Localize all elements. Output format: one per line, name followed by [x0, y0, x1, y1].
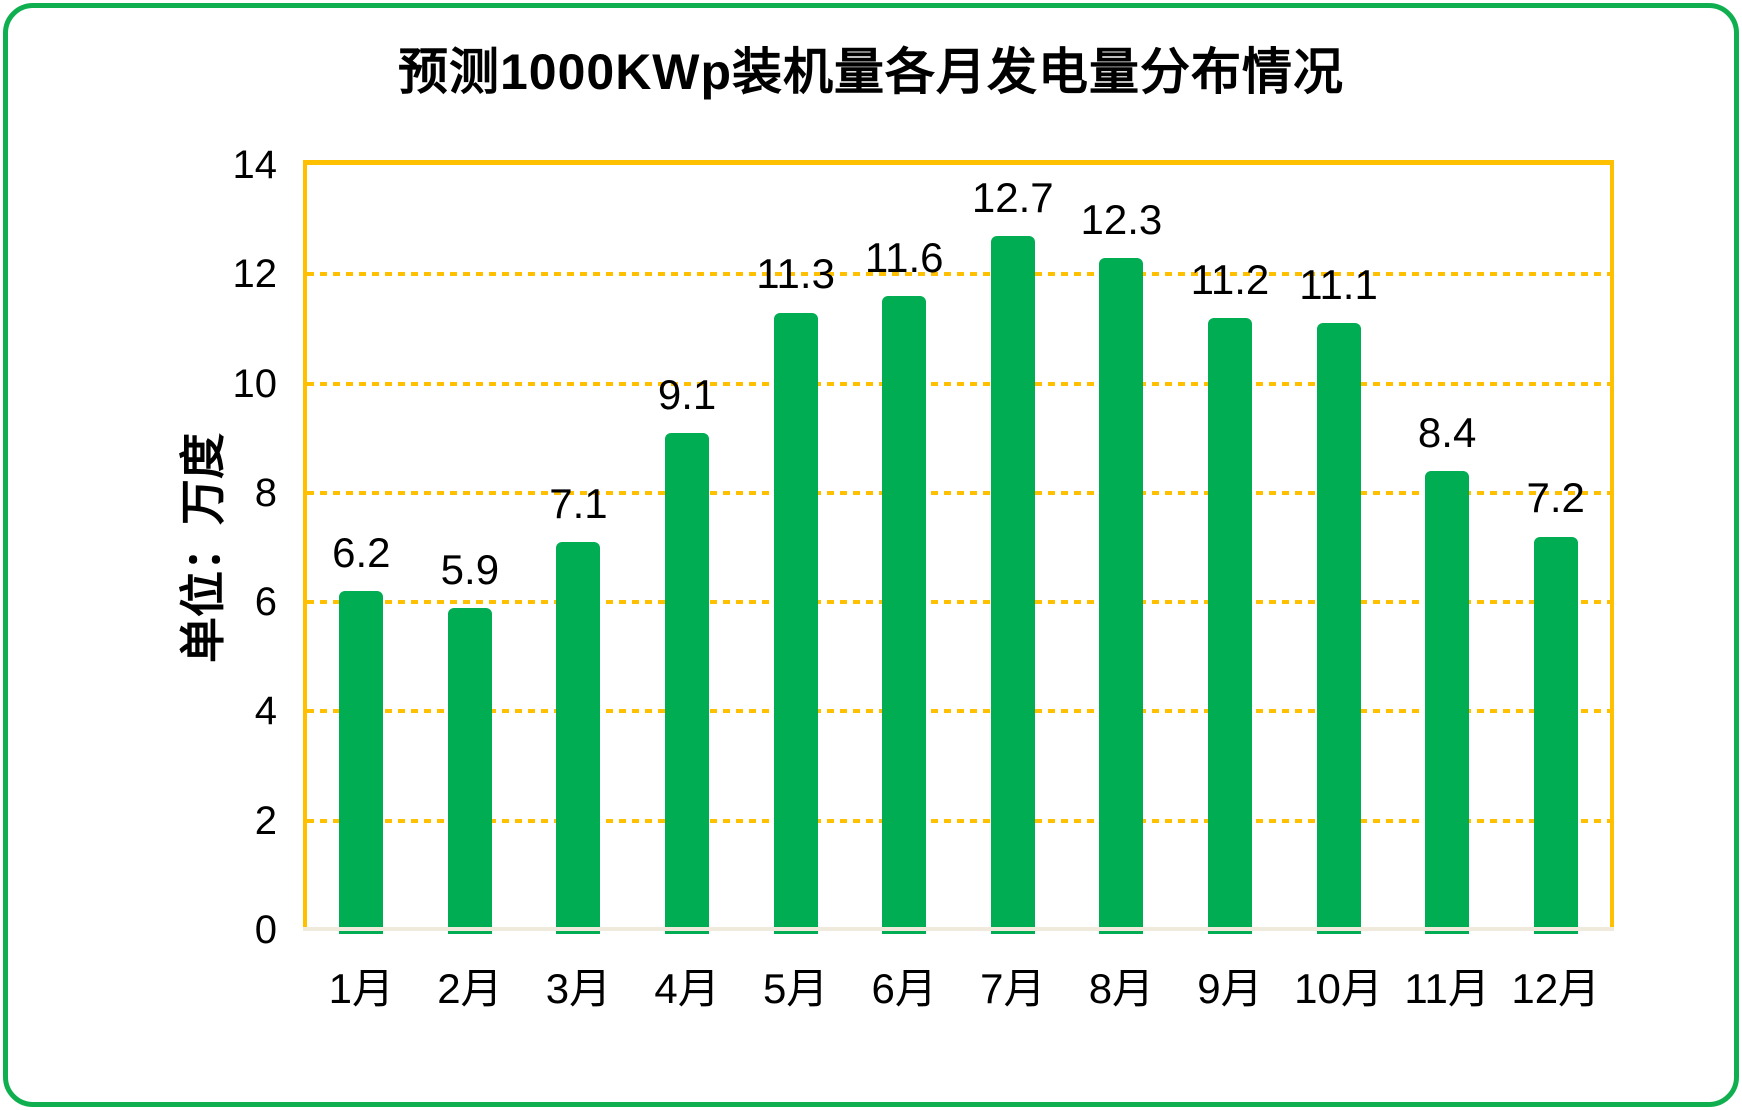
y-axis-tick-label: 8	[254, 470, 277, 515]
bar-value-label: 12.3	[1080, 195, 1163, 243]
gridline-6	[307, 600, 1610, 605]
x-axis-label-10月: 10月	[1294, 965, 1383, 1012]
bar-10月	[1316, 323, 1361, 934]
bar-9月	[1207, 318, 1252, 934]
bar-value-label: 11.2	[1190, 255, 1270, 303]
plot-border-top	[303, 160, 1614, 165]
bar-5月	[773, 312, 818, 934]
bar-2月	[447, 607, 492, 934]
bar-value-label: 7.2	[1526, 474, 1585, 522]
chart-title: 预测1000KWp装机量各月发电量分布情况	[397, 44, 1345, 100]
x-axis-label-8月: 8月	[1088, 965, 1155, 1012]
bar-7月	[990, 236, 1035, 934]
gridline-10	[307, 381, 1610, 386]
bar-value-label: 11.6	[864, 234, 944, 282]
bar-1月	[339, 591, 384, 934]
y-axis-tick-label: 6	[254, 580, 277, 625]
gridline-8	[307, 490, 1610, 495]
gridline-4	[307, 709, 1610, 714]
x-axis-label-2月: 2月	[437, 965, 503, 1012]
y-axis-title: 单位：万度	[177, 433, 229, 663]
y-axis-tick-label: 12	[232, 252, 278, 297]
x-axis-label-12月: 12月	[1511, 965, 1601, 1012]
bar-value-label: 6.2	[332, 529, 391, 577]
y-axis-tick-label: 0	[254, 908, 277, 952]
y-axis-tick-label: 10	[232, 361, 278, 406]
bar-value-label: 7.1	[549, 479, 608, 527]
x-axis-label-6月: 6月	[871, 965, 937, 1012]
bar-12月	[1533, 536, 1578, 934]
bar-value-label: 11.3	[756, 250, 835, 298]
gridline-2	[307, 818, 1610, 823]
x-axis-label-5月: 5月	[762, 965, 829, 1012]
y-axis-tick-label: 2	[254, 798, 277, 843]
bar-11月	[1425, 471, 1470, 934]
bar-value-label: 5.9	[440, 545, 500, 593]
x-axis-label-9月: 9月	[1197, 965, 1263, 1012]
x-axis-line	[303, 927, 1614, 931]
bar-value-label: 8.4	[1417, 408, 1477, 456]
x-axis-label-7月: 7月	[980, 965, 1046, 1012]
bar-4月	[665, 432, 710, 934]
bar-8月	[1099, 257, 1144, 934]
plot-border-right	[1610, 160, 1614, 930]
bar-3月	[556, 542, 601, 934]
bar-value-label: 12.7	[971, 173, 1054, 221]
plot-area: 6.2 5.9 7.1 9.1 11.3 11.6 12.7 12.3 11.2 11.1 8.4 7…	[303, 160, 1614, 934]
x-axis-label-4月: 4月	[654, 965, 720, 1012]
bar-6月	[882, 296, 927, 934]
x-axis-label-1月: 1月	[328, 965, 394, 1012]
x-axis-label-11月: 11月	[1404, 965, 1490, 1012]
y-axis-line	[303, 160, 307, 930]
bar-value-label: 9.1	[657, 370, 717, 418]
x-axis-label-3月: 3月	[545, 965, 612, 1012]
bar-value-label: 11.1	[1299, 261, 1378, 309]
y-axis-tick-label: 14	[232, 143, 278, 187]
gridline-12	[307, 272, 1610, 277]
y-axis-tick-label: 4	[254, 689, 277, 734]
